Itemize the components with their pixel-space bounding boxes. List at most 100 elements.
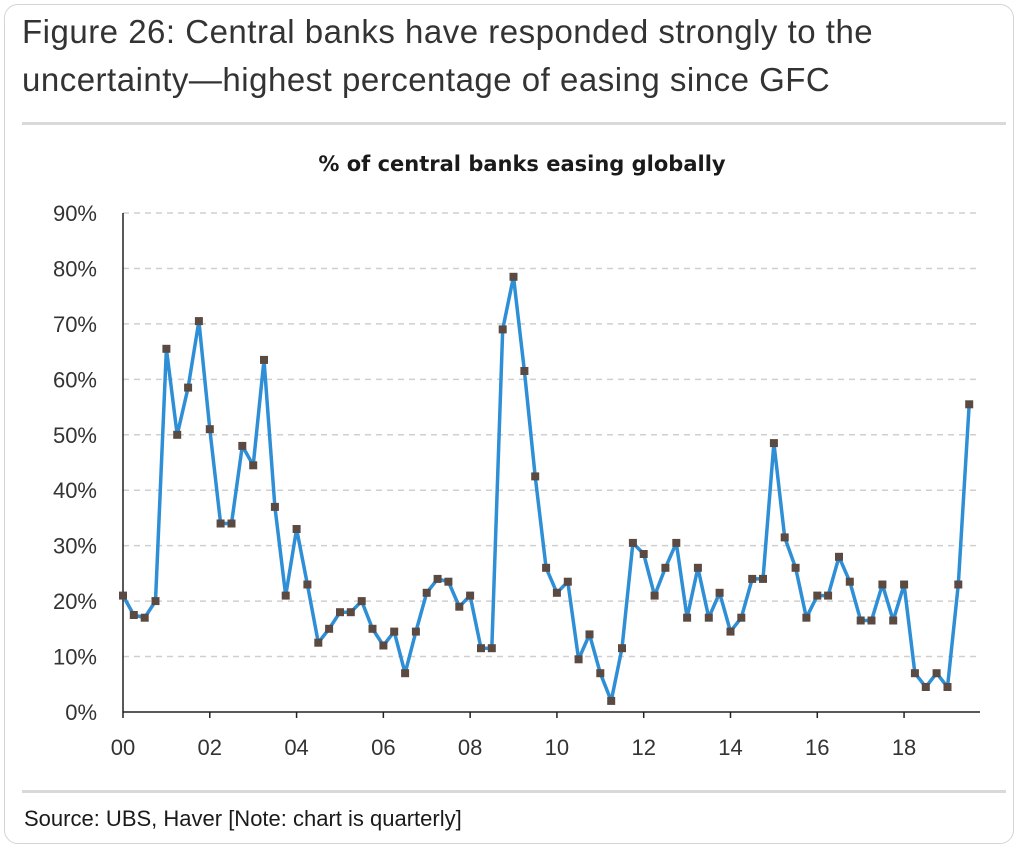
data-point (574, 655, 583, 664)
data-point (965, 400, 974, 409)
y-tick-label: 20% (53, 589, 97, 614)
data-point (780, 533, 789, 542)
data-point (520, 367, 529, 375)
data-point (162, 344, 171, 353)
data-point (314, 638, 323, 647)
data-point (889, 616, 898, 625)
data-point (216, 519, 225, 528)
data-point (552, 588, 561, 597)
data-point (693, 563, 702, 572)
data-point (650, 591, 659, 600)
data-point (954, 580, 963, 589)
data-point (455, 602, 464, 611)
x-tick-label: 08 (458, 735, 482, 760)
data-point (943, 683, 952, 691)
data-point (704, 613, 713, 622)
figure-title-line-1: Figure 26: Central banks have responded … (22, 13, 874, 50)
data-point (444, 577, 453, 586)
figure-title-line-2: uncertainty—highest percentage of easing… (22, 61, 831, 98)
data-point (140, 613, 149, 622)
x-tick-label: 10 (545, 735, 569, 760)
data-point (368, 624, 377, 633)
data-point (477, 644, 485, 653)
data-point (715, 588, 724, 597)
x-tick-label: 00 (111, 735, 135, 760)
data-point (856, 616, 865, 625)
data-point (563, 577, 572, 586)
data-point (422, 588, 431, 597)
data-point (900, 580, 909, 589)
x-tick-label: 14 (718, 735, 742, 760)
data-point (835, 552, 843, 561)
y-tick-label: 30% (53, 534, 97, 559)
data-point (357, 597, 366, 606)
y-axis-labels: 0% 10% 20% 30% 40% 50% 60% 70% 80% 90% (53, 201, 97, 725)
data-point (661, 563, 670, 572)
data-point (173, 430, 182, 439)
x-tick-label: 04 (284, 735, 308, 760)
data-point (379, 641, 388, 650)
data-point (325, 624, 334, 633)
data-point (672, 538, 681, 547)
y-tick-label: 50% (53, 423, 97, 448)
source-divider (22, 790, 1006, 793)
y-tick-label: 10% (53, 645, 97, 670)
x-tick-label: 02 (198, 735, 222, 760)
data-point (802, 613, 811, 622)
y-tick-label: 90% (53, 201, 97, 226)
data-point (336, 608, 344, 617)
title-divider (22, 122, 1006, 125)
data-point (737, 613, 746, 622)
data-point (260, 355, 268, 364)
data-point (498, 325, 507, 334)
data-point (759, 574, 767, 583)
x-tick-label: 16 (805, 735, 829, 760)
data-point (487, 644, 496, 653)
data-point (292, 525, 301, 533)
data-point (249, 461, 258, 470)
data-point (303, 580, 312, 589)
data-point (683, 613, 692, 622)
data-point (466, 591, 475, 600)
data-point (639, 550, 648, 558)
data-point (227, 519, 236, 528)
data-point (867, 616, 876, 625)
data-point (346, 608, 355, 617)
y-tick-label: 40% (53, 478, 97, 503)
data-point (205, 425, 214, 434)
data-point (791, 563, 800, 572)
data-point (129, 611, 138, 619)
data-point (845, 577, 854, 586)
data-point (921, 683, 930, 691)
data-point (281, 591, 290, 600)
x-tick-label: 12 (631, 735, 655, 760)
data-point (151, 597, 160, 606)
data-point (607, 696, 616, 705)
axes (122, 213, 980, 718)
x-tick-label: 18 (892, 735, 916, 760)
data-point (401, 669, 410, 678)
data-point (184, 383, 193, 392)
x-axis-labels: 00 02 04 06 08 10 12 14 16 18 (111, 735, 917, 760)
chart-title: % of central banks easing globally (318, 152, 726, 176)
data-point (119, 591, 127, 600)
data-point (531, 472, 540, 481)
data-point (628, 538, 637, 547)
series-layer (119, 272, 974, 705)
series-line (121, 275, 971, 703)
data-point (932, 669, 941, 678)
y-tick-label: 80% (53, 256, 97, 281)
data-point (585, 630, 594, 639)
x-tick-label: 06 (371, 735, 395, 760)
figure-title: Figure 26: Central banks have responded … (22, 8, 1002, 104)
data-point (270, 502, 279, 511)
data-point (411, 627, 420, 636)
data-point (238, 441, 247, 450)
data-point (748, 574, 757, 583)
data-point (194, 317, 203, 326)
data-point (390, 627, 399, 636)
y-tick-label: 60% (53, 367, 97, 392)
source-note: Source: UBS, Haver [Note: chart is quart… (24, 806, 462, 831)
data-point (824, 591, 833, 600)
y-tick-label: 0% (65, 700, 97, 725)
